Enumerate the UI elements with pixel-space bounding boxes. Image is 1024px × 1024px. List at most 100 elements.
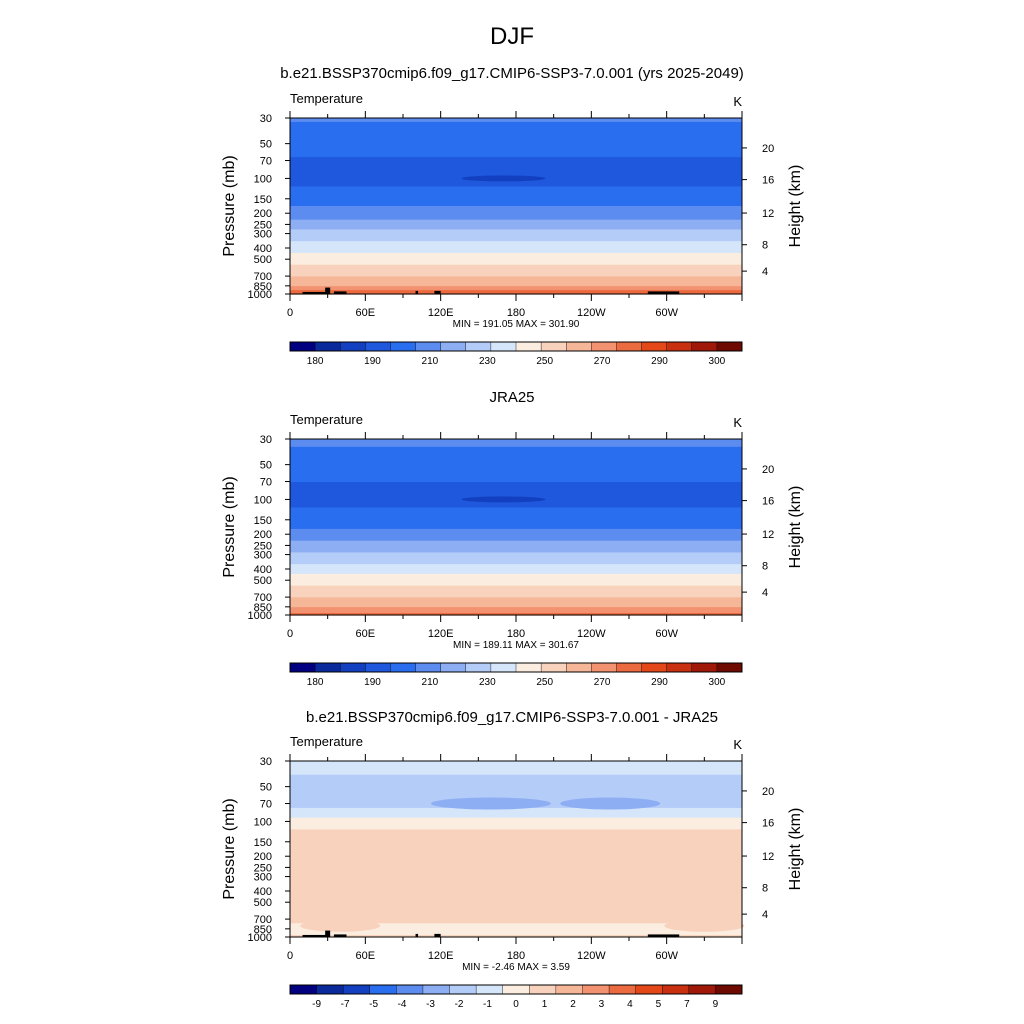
panel-model: b.e21.BSSP370cmip6.f09_g17.CMIP6-SSP3-7.… xyxy=(221,65,804,367)
contour-band xyxy=(290,292,742,295)
contour-band xyxy=(290,761,742,764)
contour-band xyxy=(290,491,742,495)
contour-band xyxy=(290,131,742,135)
y-tick-label: 70 xyxy=(260,477,272,489)
colorbar: 180 190 210 230 250 270 290 300 xyxy=(289,341,743,367)
colorbar-swatch xyxy=(289,662,316,673)
contour-band xyxy=(290,192,742,195)
colorbar-label: 180 xyxy=(307,356,324,367)
contour-band xyxy=(290,235,742,238)
contour-band xyxy=(290,568,742,571)
contour-band xyxy=(290,237,742,240)
units-label: K xyxy=(733,415,742,430)
y-tick-label: 850 xyxy=(254,281,272,293)
colorbar-swatch xyxy=(422,984,451,995)
stats-label: MIN = -2.46 MAX = 3.59 xyxy=(462,962,570,973)
y-tick-label: 400 xyxy=(254,243,272,255)
contour-band xyxy=(290,151,742,154)
colorbar-label: 230 xyxy=(479,677,496,688)
y-tick-label: 200 xyxy=(254,208,272,220)
field-label: Temperature xyxy=(290,734,363,749)
colorbar-swatch xyxy=(465,341,492,352)
contour-band xyxy=(290,139,742,143)
contour-band xyxy=(290,184,742,188)
contour-band xyxy=(290,915,742,919)
y-tick-label: 100 xyxy=(254,816,272,828)
contour-band xyxy=(290,485,742,489)
contour-band xyxy=(290,815,742,819)
colorbar-swatch xyxy=(314,662,341,673)
contour-band xyxy=(290,603,742,606)
contour-band xyxy=(290,776,742,780)
contour-band xyxy=(290,825,742,829)
colorbar-swatch xyxy=(289,341,316,352)
colorbar: -9 -7 -5 -4 -3 -2 -1 0 1 2 3 4 5 7 9 xyxy=(289,984,743,1010)
y-tick-label: 400 xyxy=(254,886,272,898)
colorbar-label: -3 xyxy=(426,999,435,1010)
y-tick-label: 150 xyxy=(254,194,272,206)
colorbar-label: 250 xyxy=(536,356,553,367)
contour-band xyxy=(290,571,742,575)
contour-band xyxy=(290,440,742,444)
contour-band xyxy=(290,933,742,936)
contour-band xyxy=(290,552,742,555)
contour-band xyxy=(290,589,742,593)
y-tick-label: 1000 xyxy=(248,289,272,301)
contour-band xyxy=(290,119,742,123)
contour-band xyxy=(290,229,742,233)
contour-band xyxy=(290,489,742,493)
y-tick-label: 30 xyxy=(260,434,272,446)
colorbar-label: 3 xyxy=(599,999,605,1010)
y-tick-label: 300 xyxy=(254,872,272,884)
colorbar-label: 4 xyxy=(627,999,633,1010)
contour-band xyxy=(290,149,742,152)
cold-core xyxy=(461,175,546,182)
contour-band xyxy=(290,554,742,557)
panel-diff: b.e21.BSSP370cmip6.f09_g17.CMIP6-SSP3-7.… xyxy=(221,709,804,1010)
contour-band xyxy=(290,213,742,217)
contour-band xyxy=(290,446,742,450)
colorbar: 180 190 210 230 250 270 290 300 xyxy=(289,662,743,688)
contour-band xyxy=(290,280,742,283)
colorbar-swatch xyxy=(688,984,716,995)
colorbar-swatch xyxy=(635,984,663,995)
contour-band xyxy=(290,575,742,579)
y2-tick-label: 4 xyxy=(762,909,768,921)
y-tick-label: 850 xyxy=(254,924,272,936)
contour-band xyxy=(290,170,742,174)
contour-band xyxy=(290,919,742,922)
colorbar-swatch xyxy=(582,984,610,995)
colorbar-swatch xyxy=(540,662,567,673)
contour-band xyxy=(290,807,742,811)
contour-band xyxy=(290,127,742,131)
colorbar-swatch xyxy=(490,662,517,673)
contour-band xyxy=(290,162,742,166)
contour-band xyxy=(290,823,742,827)
contour-band xyxy=(290,556,742,559)
colorbar-swatch xyxy=(591,662,617,673)
colorbar-swatch xyxy=(662,984,690,995)
colorbar-swatch xyxy=(715,984,743,995)
contour-band xyxy=(290,268,742,272)
contour-band xyxy=(290,538,742,542)
x-tick-label: 60W xyxy=(655,628,678,640)
contour-band xyxy=(290,478,742,481)
terrain-block xyxy=(302,291,328,294)
contour-band xyxy=(290,570,742,573)
contour-band xyxy=(290,833,742,836)
contour-band xyxy=(290,780,742,784)
contour-band xyxy=(290,448,742,452)
units-label: K xyxy=(733,737,742,752)
colorbar-frame xyxy=(289,984,743,995)
contour-band xyxy=(290,233,742,236)
colorbar-label: 1 xyxy=(542,999,548,1010)
colorbar-label: 270 xyxy=(594,677,611,688)
contour-band xyxy=(290,519,742,522)
contour-band xyxy=(290,444,742,448)
contour-band xyxy=(290,505,742,509)
contour-band xyxy=(290,442,742,446)
colorbar-swatch xyxy=(396,984,424,995)
contour-band xyxy=(290,256,742,260)
contour-band xyxy=(290,831,742,834)
